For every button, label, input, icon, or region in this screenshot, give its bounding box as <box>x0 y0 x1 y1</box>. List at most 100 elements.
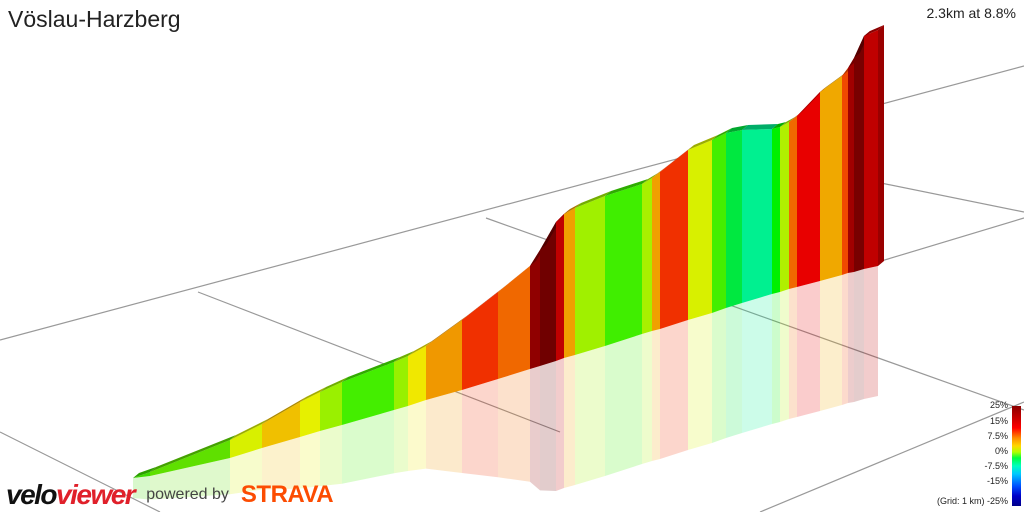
reflection-segment <box>820 275 842 411</box>
reflection-segment <box>742 294 772 433</box>
profile-segment-top <box>642 173 658 184</box>
reflection-segment <box>772 292 780 424</box>
profile-segment <box>564 208 575 358</box>
profile-segment-top <box>797 87 826 116</box>
legend-tick: (Grid: 1 km) -25% <box>936 496 1008 506</box>
reflection-segment <box>660 320 688 459</box>
profile-segment <box>394 356 408 410</box>
profile-segment <box>262 402 300 448</box>
legend-tick: 0% <box>994 446 1008 456</box>
profile-segment <box>772 127 780 294</box>
strava-logo[interactable]: STRAVA <box>240 481 334 508</box>
legend-tick: 7.5% <box>987 431 1008 441</box>
reflection-segment <box>394 406 408 474</box>
reflection-segment <box>864 266 878 399</box>
profile-segment <box>642 178 652 334</box>
branding: veloviewer powered by STRAVA <box>6 479 334 510</box>
profile-segment-top <box>726 125 748 133</box>
reflection-segment <box>556 358 564 491</box>
profile-segment-top <box>498 261 536 292</box>
profile-segment <box>150 440 230 476</box>
profile-segment <box>780 122 789 292</box>
reflection-segment <box>150 458 230 500</box>
profile-segment <box>660 150 688 329</box>
profile-segment-top <box>742 124 778 130</box>
profile-segment <box>820 76 842 281</box>
profile-segment <box>498 266 530 379</box>
reflection-segment <box>342 410 394 484</box>
reflection-segment <box>789 287 797 419</box>
profile-segment <box>726 130 742 308</box>
reflection-segment <box>530 366 540 491</box>
profile-segment-top <box>772 122 786 129</box>
profile-segment-top <box>133 467 156 478</box>
profile-segment <box>797 92 820 287</box>
reflection-segment <box>540 361 556 491</box>
profile-segment <box>320 382 342 431</box>
profile-segment <box>854 36 864 272</box>
reflection-segment <box>652 329 660 461</box>
profile-segment-top <box>426 315 468 346</box>
legend-tick: -15% <box>986 476 1008 486</box>
profile-segment-top <box>342 357 400 382</box>
profile-segment <box>300 392 320 437</box>
profile-segment <box>712 133 726 313</box>
reflection-segment <box>605 334 642 476</box>
profile-segment <box>842 68 848 275</box>
profile-end-cap <box>878 25 884 266</box>
profile-segment <box>540 222 556 366</box>
reflection-segment <box>726 303 742 438</box>
reflection-segment <box>842 273 848 405</box>
profile-segment-top <box>150 435 236 472</box>
profile-segment <box>575 196 605 355</box>
profile-segment <box>864 30 878 269</box>
gradient-legend: 25% 15% 7.5% 0% -7.5% -15% (Grid: 1 km) … <box>900 400 1024 512</box>
reflection-segment <box>300 431 320 489</box>
legend-tick: -7.5% <box>984 461 1008 471</box>
legend-tick: 25% <box>989 400 1008 410</box>
veloviewer-logo[interactable]: veloviewer <box>6 479 136 510</box>
profile-segment <box>462 292 498 390</box>
powered-by-label: powered by <box>146 486 229 503</box>
reflection-segment <box>848 272 854 403</box>
segment-title: Vöslau-Harzberg <box>8 6 181 32</box>
gradient-color-bar <box>1012 406 1021 506</box>
profile-segment <box>605 184 642 346</box>
profile-segment-top <box>820 71 848 92</box>
reflection-segment <box>262 437 300 490</box>
profile-segment <box>408 346 426 406</box>
grid-note: (Grid: 1 km) <box>936 496 985 506</box>
profile-segment <box>426 320 462 400</box>
reflection-segment <box>712 308 726 443</box>
profile-segment-top <box>652 167 666 178</box>
profile-segment-top <box>320 377 348 392</box>
reflection-segment <box>426 390 462 473</box>
reflection-segment <box>642 331 652 464</box>
reflection-segment <box>230 448 262 495</box>
profile-segment <box>742 129 772 303</box>
segment-summary: 2.3km at 8.8% <box>926 5 1017 21</box>
profile-segment-top <box>712 128 732 140</box>
profile-segment-top <box>575 191 611 208</box>
reflection-segment <box>408 400 426 471</box>
reflection-segment <box>854 269 864 402</box>
legend-tick: 15% <box>989 416 1008 426</box>
profile-segment-top <box>462 287 504 320</box>
profile-segment <box>556 214 564 361</box>
profile-segment-top <box>394 351 414 362</box>
profile-segment-top <box>688 135 718 150</box>
reflection-segment <box>564 355 575 488</box>
reflection-segment <box>797 281 820 417</box>
reflection-segment <box>498 369 530 482</box>
reflection-segment <box>688 313 712 450</box>
profile-segment <box>789 116 797 289</box>
profile-segment-top <box>780 117 795 127</box>
profile-segment <box>530 250 540 369</box>
profile-segment-top <box>262 397 306 424</box>
profile-segment-top <box>660 145 694 172</box>
profile-segment <box>688 140 712 320</box>
profile-segment-top <box>300 387 326 402</box>
profile-segment <box>848 58 854 273</box>
reflection-segment <box>133 476 150 500</box>
